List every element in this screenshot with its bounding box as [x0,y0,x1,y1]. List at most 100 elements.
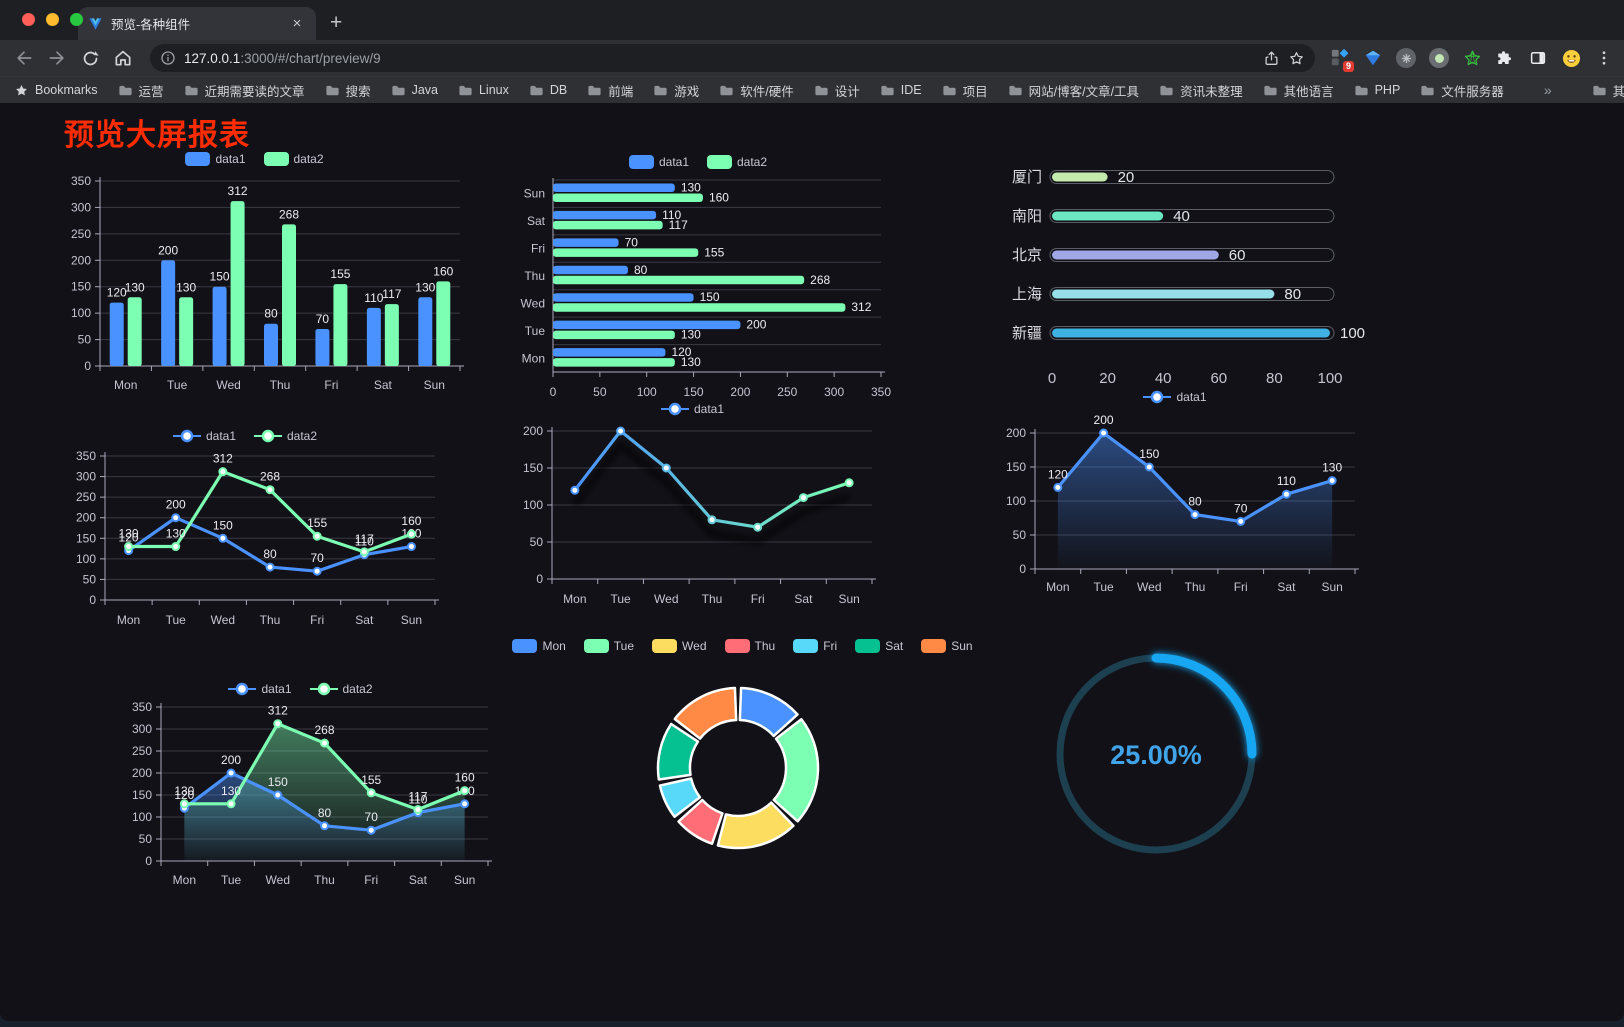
legend-item-tue[interactable]: Tue [583,639,634,653]
bookmark-star-icon[interactable] [1288,50,1305,67]
svg-text:80: 80 [1284,286,1301,303]
legend-item-data2[interactable]: data2 [309,682,373,696]
command-extension-icon[interactable] [1396,48,1416,68]
browser-menu-icon[interactable] [1594,48,1614,68]
chart-area-line: data1 0 50 100 150 200 Mon Tue Wed Thu Fri Sat Sun 12… [985,386,1365,604]
bookmark-item[interactable]: 资讯未整理 [1159,81,1243,100]
svg-text:80: 80 [1188,495,1202,509]
svg-text:Mon: Mon [173,873,196,887]
bookmark-item-label: Linux [478,83,509,97]
side-panel-icon[interactable] [1528,48,1548,68]
gem-extension-icon[interactable] [1363,48,1383,68]
bookmarks-bar: Bookmarks 运营 近期需要读的文章 搜索 Java Linux DB 前端 游戏 软件/… [0,76,1624,103]
bookmark-folder-list: 运营 近期需要读的文章 搜索 Java Linux DB 前端 游戏 软件/硬件 设计 IDE 项目 网… [118,81,1504,100]
svg-text:312: 312 [228,184,248,198]
bookmark-item[interactable]: DB [529,81,567,100]
svg-text:Sat: Sat [355,613,374,627]
extensions-puzzle-icon[interactable] [1495,48,1515,68]
legend-item-data1[interactable]: data1 [1143,390,1207,404]
bookmark-item[interactable]: Java [391,81,438,100]
back-button[interactable] [12,46,36,70]
tab-manager-extension-icon[interactable]: 9 [1330,48,1354,72]
legend-item-data1[interactable]: data1 [660,402,724,416]
legend-item-wed[interactable]: Wed [652,639,707,653]
line-dual-canvas: 0 50 100 150 200 250 300 350 Mon Tue Wed Thu Fri Sat S… [76,449,439,627]
bookmark-item[interactable]: 游戏 [653,81,699,100]
folder-icon [184,85,198,95]
bookmark-item[interactable]: 前端 [587,81,633,100]
emoji-extension-icon[interactable] [1561,48,1581,68]
macos-minimize-button[interactable] [46,13,59,26]
svg-text:268: 268 [260,470,280,484]
legend-label: data2 [342,682,373,696]
legend-item-data1[interactable]: data1 [172,429,236,443]
svg-text:0: 0 [1048,370,1056,387]
legend-item-data1[interactable]: data1 [185,152,246,166]
bookmark-item[interactable]: 搜索 [325,81,371,100]
legend-label: Thu [754,639,776,653]
legend-item-sat[interactable]: Sat [855,639,903,653]
svg-text:70: 70 [625,235,639,249]
bookmark-item[interactable]: IDE [880,81,922,100]
svg-text:Tue: Tue [221,873,242,887]
bookmark-item-label: 游戏 [674,84,700,99]
url-text[interactable]: 127.0.0.1:3000/#/chart/preview/9 [184,51,1255,66]
svg-text:Wed: Wed [1137,580,1161,594]
legend-item-data2[interactable]: data2 [263,152,324,166]
legend-item-sun[interactable]: Sun [921,639,973,653]
share-icon[interactable] [1263,50,1280,67]
bookmarks-overflow-chevron[interactable]: » [1543,82,1552,98]
legend-item-mon[interactable]: Mon [512,639,566,653]
other-bookmarks-item[interactable]: 其他书签 [1592,81,1624,100]
svg-text:268: 268 [314,723,334,737]
reload-button[interactable] [78,46,102,70]
folder-icon [1160,85,1173,95]
bookmark-item[interactable]: Linux [458,81,509,100]
svg-text:Tue: Tue [525,324,546,338]
svg-text:100: 100 [71,306,91,320]
legend-item-data2[interactable]: data2 [707,155,767,169]
svg-text:150: 150 [523,461,543,475]
bookmark-item[interactable]: 近期需要读的文章 [184,81,305,100]
line-marker-icon [172,429,201,443]
line-marker-icon [228,682,257,696]
home-button[interactable] [111,46,135,70]
svg-text:60: 60 [1229,247,1246,264]
svg-text:0: 0 [1019,562,1026,576]
tab-close-icon[interactable]: × [292,15,302,32]
url-bar[interactable]: 127.0.0.1:3000/#/chart/preview/9 [150,44,1315,72]
new-tab-button[interactable]: + [330,11,343,34]
forward-button[interactable] [45,46,69,70]
legend-item-fri[interactable]: Fri [793,639,837,653]
site-info-icon[interactable] [160,50,176,66]
bookmark-item[interactable]: 运营 [118,81,164,100]
macos-zoom-button[interactable] [70,13,83,26]
legend-label: Sat [885,639,904,653]
legend-item-data1[interactable]: data1 [628,155,689,169]
bookmark-item-label: 运营 [138,84,164,99]
bookmarks-manager-item[interactable]: Bookmarks [14,83,98,98]
macos-close-button[interactable] [22,13,35,26]
bookmark-item[interactable]: 项目 [942,81,988,100]
legend-item-data2[interactable]: data2 [254,429,317,443]
folder-icon [391,85,405,95]
svg-text:120: 120 [1048,467,1068,481]
bookmark-item[interactable]: 网站/博客/文章/工具 [1008,81,1139,100]
svg-text:Sun: Sun [424,378,445,392]
swatch-icon [652,639,678,653]
legend-item-thu[interactable]: Thu [724,639,776,653]
green-star-extension-icon[interactable] [1462,48,1482,68]
line-area-canvas: 0 50 100 150 200 Mon Tue Wed Thu Fri Sat Sun 120 200 1… [1006,413,1359,594]
bookmark-item[interactable]: 文件服务器 [1420,81,1504,100]
dot-extension-icon[interactable] [1429,48,1449,68]
browser-tab[interactable]: 预览-各种组件 × [78,7,316,40]
svg-text:0: 0 [84,359,91,373]
bookmark-item[interactable]: 设计 [814,81,860,100]
svg-text:Tue: Tue [610,592,631,606]
bookmark-item[interactable]: 其他语言 [1263,81,1334,100]
legend-item-data1[interactable]: data1 [228,682,292,696]
bookmark-item[interactable]: PHP [1354,81,1400,100]
bookmark-item[interactable]: 软件/硬件 [719,81,794,100]
svg-text:110: 110 [364,291,383,305]
svg-text:Mon: Mon [1046,580,1069,594]
